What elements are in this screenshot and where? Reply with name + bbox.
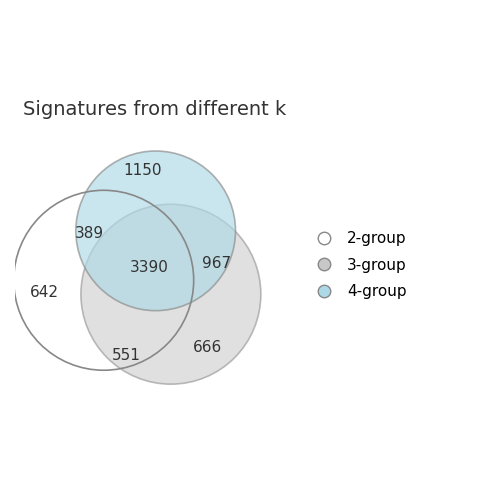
Text: 642: 642 <box>30 285 58 300</box>
Circle shape <box>81 204 261 384</box>
Text: 1150: 1150 <box>124 162 162 177</box>
Text: 3390: 3390 <box>130 260 169 275</box>
Circle shape <box>76 151 235 310</box>
Legend: 2-group, 3-group, 4-group: 2-group, 3-group, 4-group <box>301 223 415 306</box>
Title: Signatures from different k: Signatures from different k <box>23 100 286 118</box>
Text: 551: 551 <box>112 348 141 362</box>
Text: 967: 967 <box>202 257 231 271</box>
Text: 389: 389 <box>75 226 104 241</box>
Text: 666: 666 <box>193 340 222 355</box>
